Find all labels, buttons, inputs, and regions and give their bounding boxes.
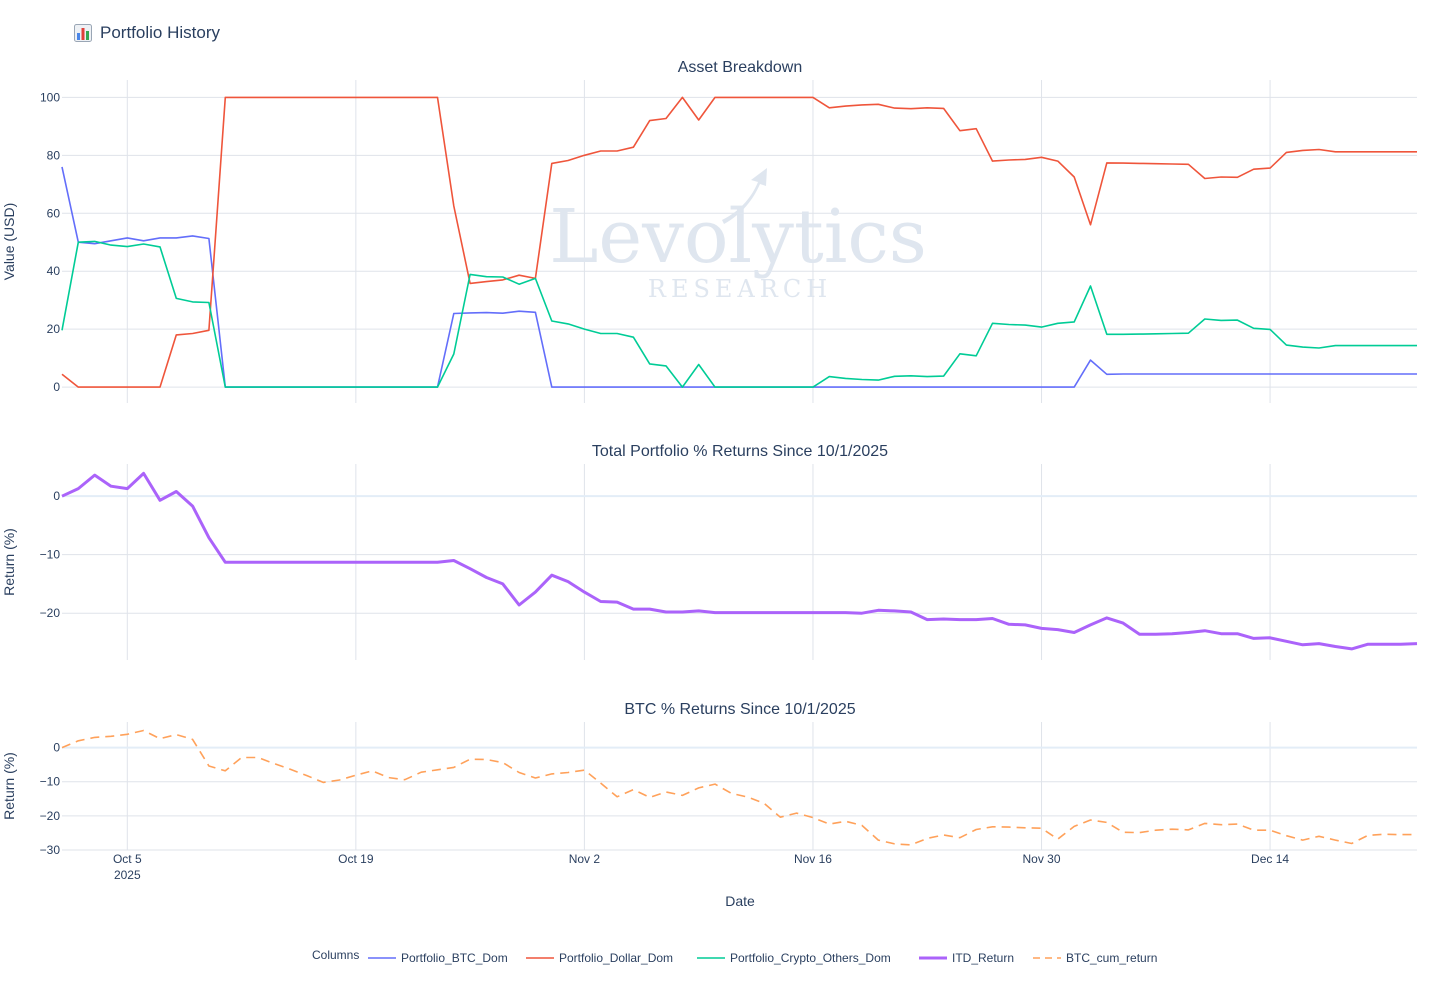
series-line-btc-cum-return[interactable]: [61, 729, 1417, 846]
y-tick-label: −10: [40, 775, 61, 789]
watermark-logo: Levolytics RESEARCH: [549, 168, 927, 303]
page-title: Portfolio History: [100, 23, 220, 42]
y-tick-label: 80: [47, 148, 61, 162]
y-tick-label: 20: [47, 322, 61, 336]
y-tick-label: 100: [40, 90, 60, 104]
y-tick-label: 40: [47, 264, 61, 278]
x-tick-label: Dec 14: [1251, 852, 1289, 866]
bar-chart-icon: [74, 24, 92, 42]
legend-item[interactable]: ITD_Return: [919, 951, 1014, 965]
series-layer: [61, 96, 1418, 846]
y-tick-label: 0: [53, 489, 60, 503]
y-tick-label: −30: [40, 843, 61, 857]
y-axis-label: Return (%): [1, 528, 17, 596]
panel-title: Asset Breakdown: [678, 59, 803, 76]
legend-item-label: Portfolio_Dollar_Dom: [559, 951, 673, 965]
page-header: Portfolio History: [74, 21, 220, 45]
y-tick-label: −10: [40, 548, 61, 562]
legend-item-label: Portfolio_Crypto_Others_Dom: [730, 951, 891, 965]
legend-item[interactable]: Portfolio_Dollar_Dom: [526, 951, 673, 965]
x-tick-label: Oct 19: [338, 852, 374, 866]
y-tick-label: −20: [40, 809, 61, 823]
legend-item[interactable]: Portfolio_BTC_Dom: [368, 951, 508, 965]
x-tick-label: Nov 30: [1023, 852, 1061, 866]
x-tick-label: Oct 5: [113, 852, 142, 866]
legend-item[interactable]: BTC_cum_return: [1033, 951, 1157, 965]
y-tick-label: −20: [40, 606, 61, 620]
y-tick-label: 0: [53, 380, 60, 394]
legend-item[interactable]: Portfolio_Crypto_Others_Dom: [697, 951, 891, 965]
series-line-portfolio-dollar-dom[interactable]: [61, 96, 1417, 388]
y-tick-label: 0: [53, 741, 60, 755]
legend-title: Columns: [312, 948, 359, 962]
legend-item-label: Portfolio_BTC_Dom: [401, 951, 508, 965]
watermark-text: Levolytics: [549, 194, 927, 280]
series-line-itd-return[interactable]: [61, 471, 1418, 651]
y-axis-label: Value (USD): [1, 203, 17, 281]
legend-item-label: BTC_cum_return: [1066, 951, 1157, 965]
x-tick-label: Nov 2: [569, 852, 601, 866]
x-tick-year: 2025: [114, 868, 141, 882]
legend: Columns Portfolio_BTC_Dom Portfolio_Dollar…: [312, 948, 1157, 965]
text-layer: 0 20 40 60 80 100 Asset Breakdown Value (USD) 0 −…: [1, 59, 1289, 965]
x-axis-label: Date: [725, 893, 755, 909]
panel-title: BTC % Returns Since 10/1/2025: [624, 701, 855, 718]
panel-title: Total Portfolio % Returns Since 10/1/202…: [592, 443, 888, 460]
watermark-subtext: RESEARCH: [648, 275, 832, 303]
x-tick-label: Nov 16: [794, 852, 832, 866]
legend-item-label: ITD_Return: [952, 951, 1014, 965]
series-line-portfolio-crypto-others-dom[interactable]: [61, 240, 1417, 388]
y-axis-label: Return (%): [1, 752, 17, 820]
y-tick-label: 60: [47, 206, 61, 220]
